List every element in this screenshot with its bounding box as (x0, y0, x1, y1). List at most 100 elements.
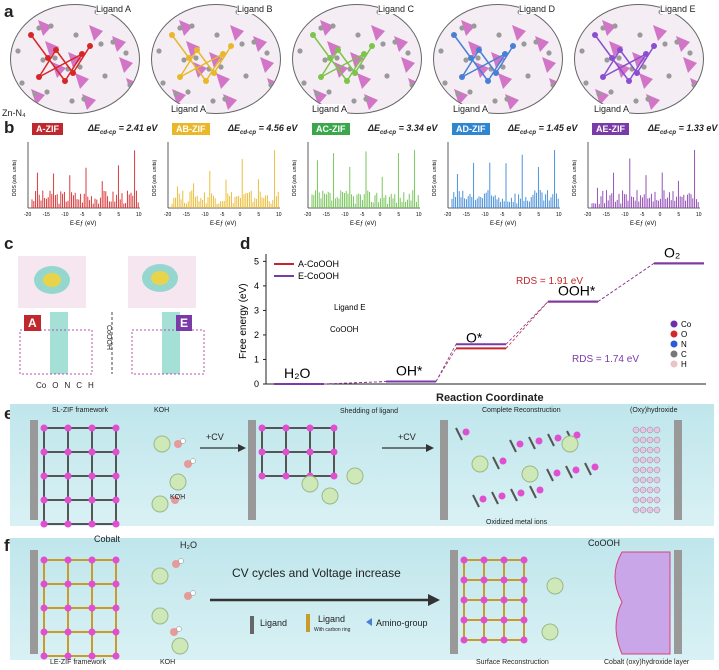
svg-text:-20: -20 (304, 212, 311, 218)
panel-b-label: b (4, 118, 15, 137)
atom-dot-0 (670, 320, 678, 328)
atom-legend-4: H (681, 360, 687, 369)
dos-tag-5: AE-ZIF (592, 123, 629, 135)
ligand-top-label-1: Ligand A (96, 4, 132, 14)
free-energy-chart: 0 1 2 3 4 5 Free energy (eV) H₂O OH* O* OOH* O₂ A-Co… (238, 246, 706, 389)
f-legend-ligand2-sub: With carbon ring (314, 627, 351, 633)
f-legend-ligand2: Ligand (318, 614, 346, 624)
atom-dot-3 (670, 350, 678, 358)
y-tick: 0 (254, 379, 259, 389)
atom-legend-3: C (681, 350, 687, 359)
e-oxidized: Oxidized metal ions (486, 519, 548, 526)
state-label-4: O₂ (664, 246, 680, 260)
legend-co: Co (36, 381, 47, 390)
e-complete: Complete Reconstruction (482, 407, 561, 414)
y-label: Free energy (eV) (238, 283, 249, 359)
panel-f-diagram (30, 550, 682, 660)
svg-text:0: 0 (379, 212, 382, 218)
svg-text:5: 5 (537, 212, 540, 218)
svg-text:5: 5 (257, 212, 260, 218)
svg-text:0: 0 (239, 212, 242, 218)
e-oxy: (Oxy)hydroxide (630, 407, 678, 414)
dos-tag-2: AB-ZIF (172, 123, 210, 135)
svg-text:-10: -10 (481, 212, 488, 218)
ligand-top-label-4: Ligand D (519, 4, 556, 14)
svg-text:10: 10 (696, 212, 702, 218)
ligand-bottom-label-2: Ligand A (171, 104, 207, 114)
f-framework: LE-ZIF framework (50, 659, 107, 666)
dos-de-1: ΔEcd-cp = 2.41 eV (88, 123, 158, 136)
f-legend-ligand: Ligand (260, 618, 288, 628)
tag-a: A (24, 315, 41, 331)
svg-text:-20: -20 (584, 212, 591, 218)
structure-a-top (18, 256, 86, 308)
rds-e: RDS = 1.74 eV (572, 354, 639, 365)
energy-link-1-4 (597, 262, 655, 302)
structure-e-top (128, 256, 196, 308)
atom-dot-2 (670, 340, 678, 348)
ligand-top-label-3: Ligand C (378, 4, 415, 14)
f-cobalt: Cobalt (94, 534, 121, 544)
dos-de-3: ΔEcd-cp = 3.34 eV (368, 123, 438, 136)
svg-text:E-Eƒ (eV): E-Eƒ (eV) (70, 221, 96, 227)
dos-de-5: ΔEcd-cp = 1.33 eV (648, 123, 718, 136)
e-shedding: Shedding of ligand (340, 408, 398, 415)
svg-text:-20: -20 (444, 212, 451, 218)
panel-d-label: d (240, 234, 251, 253)
legend-o: O (52, 381, 59, 390)
svg-text:-15: -15 (603, 212, 610, 218)
e-cv2: +CV (398, 432, 416, 442)
svg-text:-5: -5 (500, 212, 505, 218)
y-tick: 4 (254, 281, 259, 291)
f-koh: KOH (160, 659, 176, 666)
atom-legend-0: Co (681, 320, 692, 329)
dos-plot-2: DOS (arb. units) -20 -15 -10 -5 0 5 10 E-Eƒ (eV) (152, 142, 282, 227)
y-tick: 2 (254, 330, 259, 340)
d-xlabel: Reaction Coordinate (436, 392, 544, 404)
panel-c-label: c (4, 234, 14, 253)
zn-n4-label: Zn-N₄ (2, 108, 26, 118)
ligand-circle-2 (151, 4, 281, 114)
legend-c: C (76, 381, 83, 390)
dos-tag-1: A-ZIF (32, 123, 63, 135)
dos-de-4: ΔEcd-cp = 1.45 eV (508, 123, 578, 136)
f-arrow-label: CV cycles and Voltage increase (232, 566, 401, 580)
svg-text:-15: -15 (323, 212, 330, 218)
f-surface: Surface Reconstruction (476, 659, 549, 666)
atom-dot-1 (670, 330, 678, 338)
legend-0: A-CoOOH (298, 259, 339, 269)
svg-text:-10: -10 (621, 212, 628, 218)
svg-text:-15: -15 (43, 212, 50, 218)
ligand-bottom-label-5: Ligand A (594, 104, 630, 114)
svg-text:DOS (arb. units): DOS (arb. units) (432, 160, 438, 196)
legend-1: E-CoOOH (298, 271, 339, 281)
coooh-label: CoOOH (330, 325, 359, 334)
slab-a (19, 312, 93, 375)
legend-h: H (88, 381, 94, 390)
y-tick: 3 (254, 305, 259, 315)
slab-e (131, 312, 205, 375)
svg-text:0: 0 (659, 212, 662, 218)
svg-text:-5: -5 (640, 212, 645, 218)
svg-text:5: 5 (677, 212, 680, 218)
ligand-circle-3 (292, 4, 422, 114)
svg-text:DOS (arb. units): DOS (arb. units) (152, 160, 158, 196)
legend-n: N (64, 381, 71, 390)
f-layer: Cobalt (oxy)hydroxide layer (604, 659, 690, 666)
svg-text:-5: -5 (360, 212, 365, 218)
svg-text:-20: -20 (24, 212, 31, 218)
svg-text:5: 5 (397, 212, 400, 218)
e-koh2: KOH (170, 494, 186, 501)
svg-text:-15: -15 (183, 212, 190, 218)
panel-e-diagram (30, 420, 682, 528)
svg-text:-10: -10 (341, 212, 348, 218)
svg-text:E-Eƒ (eV): E-Eƒ (eV) (630, 221, 656, 227)
svg-text:0: 0 (519, 212, 522, 218)
e-koh: KOH (154, 407, 170, 414)
state-label-3: OOH* (558, 283, 596, 299)
svg-text:-20: -20 (164, 212, 171, 218)
f-coooh: CoOOH (588, 538, 621, 548)
energy-link-0-3 (505, 301, 549, 349)
panel-e-label: e (4, 404, 14, 423)
dos-plot-1: DOS (arb. units) -20 -15 -10 -5 0 5 10 E-Eƒ (eV) (12, 142, 142, 227)
